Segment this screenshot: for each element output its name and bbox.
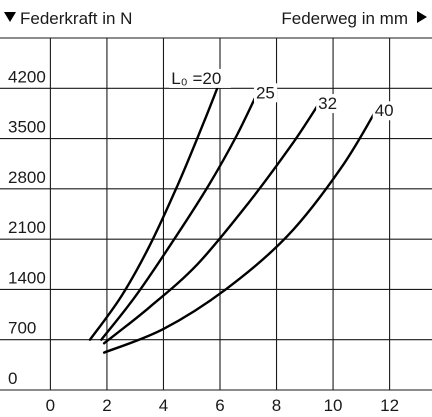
curve-label-l0-25: 25 — [256, 83, 275, 102]
y-tick-label: 4200 — [8, 67, 46, 86]
curve-l0-25 — [100, 87, 261, 341]
labels: 0 2 4 6 8 10 12 0 700 1400 2100 2800 3500 4200 L₀ =20 2… — [8, 67, 399, 415]
curve-label-bg — [372, 101, 396, 121]
y-axis-arrow-icon — [4, 12, 16, 22]
y-tick-label: 2800 — [8, 168, 46, 187]
curve-label-l0-32: 32 — [318, 94, 337, 113]
curve-label-l0-20: L₀ =20 — [171, 69, 221, 88]
x-tick-label: 4 — [159, 396, 168, 415]
y-tick-label: 0 — [8, 369, 17, 388]
x-tick-label: 10 — [324, 396, 343, 415]
curve-label-bg — [316, 94, 340, 114]
y-tick-label: 2100 — [8, 218, 46, 237]
x-tick-label: 8 — [272, 396, 281, 415]
x-tick-label: 12 — [380, 396, 399, 415]
curve-label-bg — [169, 68, 231, 88]
x-axis-label: Federweg in mm — [281, 9, 408, 28]
x-tick-label: 0 — [46, 396, 55, 415]
curve-label-bg — [253, 83, 278, 103]
y-tick-label: 700 — [8, 319, 36, 338]
y-tick-label: 1400 — [8, 268, 46, 287]
y-axis-label: Federkraft in N — [20, 9, 132, 28]
x-tick-label: 6 — [215, 396, 224, 415]
curve-l0-40 — [102, 105, 380, 354]
curve-label-l0-40: 40 — [375, 101, 394, 120]
x-tick-label: 2 — [102, 396, 111, 415]
curve-l0-20 — [88, 72, 224, 341]
curves — [88, 72, 380, 354]
x-axis-arrow-icon — [417, 11, 427, 23]
curve-l0-32 — [102, 97, 323, 345]
y-tick-label: 3500 — [8, 118, 46, 137]
